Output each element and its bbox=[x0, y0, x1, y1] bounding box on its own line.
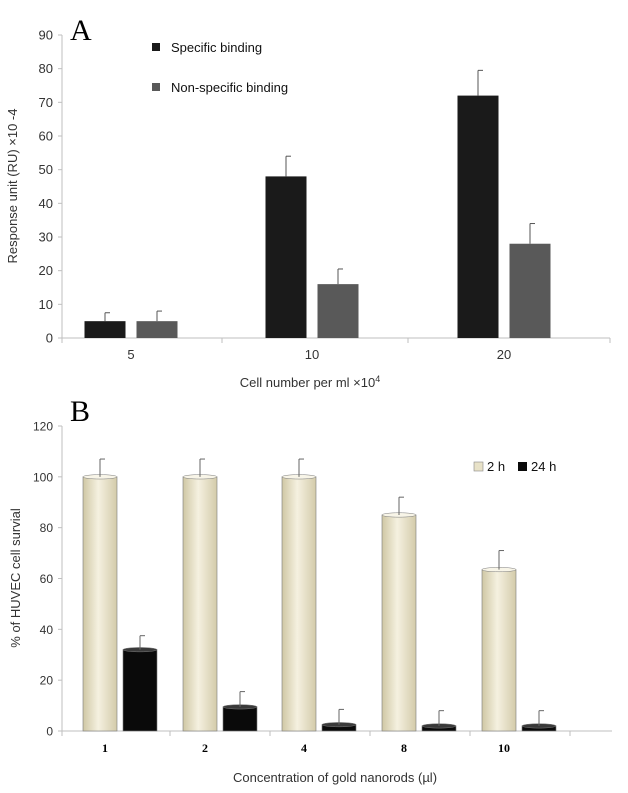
y-tick-label: 90 bbox=[39, 28, 53, 43]
panel-b-legend: 2 h 24 h bbox=[473, 459, 556, 474]
x-tick-label-5: 5 bbox=[127, 347, 134, 362]
bar-2-h-4 bbox=[281, 476, 317, 732]
panel-a: A 0 10 20 30 40 50 60 70 80 90 5 10 20 Response uni… bbox=[5, 14, 611, 390]
bar-specific-binding-5 bbox=[84, 321, 126, 338]
bar-2-h-8 bbox=[381, 514, 417, 732]
bar-2-h-1 bbox=[82, 476, 118, 732]
legend-swatch-non-specific-binding bbox=[152, 83, 160, 91]
y-tick-label: 40 bbox=[40, 623, 54, 637]
x-tick-label-10: 10 bbox=[305, 347, 319, 362]
panel-b-x-axis-title: Concentration of gold nanorods (µl) bbox=[233, 770, 437, 785]
y-tick-label: 20 bbox=[40, 674, 54, 688]
legend-swatch-24h bbox=[518, 462, 527, 471]
y-tick-label: 0 bbox=[46, 725, 53, 739]
legend-swatch-2h bbox=[473, 461, 484, 472]
x-tick-label-4: 4 bbox=[301, 741, 307, 755]
y-tick-label: 120 bbox=[33, 420, 53, 434]
panel-a-letter: A bbox=[70, 14, 92, 47]
x-tick-label-8: 8 bbox=[401, 741, 407, 755]
x-tick-label-1: 1 bbox=[102, 741, 108, 755]
y-tick-label: 100 bbox=[33, 470, 53, 484]
panel-a-y-axis-title: Response unit (RU) ×10 -4 bbox=[5, 109, 20, 264]
y-tick-label: 50 bbox=[39, 162, 53, 177]
panel-b-letter: B bbox=[70, 395, 90, 428]
y-tick-label: 0 bbox=[46, 331, 53, 346]
panel-a-legend: Specific binding Non-specific binding bbox=[152, 40, 288, 95]
bar-24-h-2 bbox=[222, 706, 258, 732]
panel-b-y-axis-title: % of HUVEC cell survial bbox=[8, 508, 23, 648]
y-tick-label: 80 bbox=[40, 521, 54, 535]
legend-label-non-specific-binding: Non-specific binding bbox=[171, 80, 288, 95]
x-tick-label-20: 20 bbox=[497, 347, 511, 362]
x-tick-label-2: 2 bbox=[202, 741, 208, 755]
bar-specific-binding-10 bbox=[265, 176, 307, 338]
panel-b: B 0 20 40 60 80 100 120 1 2 4 8 10 % of HUVEC cell… bbox=[8, 395, 612, 785]
y-tick-label: 20 bbox=[39, 263, 53, 278]
y-tick-label: 80 bbox=[39, 61, 53, 76]
bar-non-specific-binding-10 bbox=[317, 284, 359, 338]
y-tick-label: 40 bbox=[39, 196, 53, 211]
legend-label-specific-binding: Specific binding bbox=[171, 40, 262, 55]
bar-specific-binding-20 bbox=[457, 95, 499, 338]
y-tick-label: 30 bbox=[39, 230, 53, 245]
bar-non-specific-binding-5 bbox=[136, 321, 178, 338]
y-tick-label: 70 bbox=[39, 95, 53, 110]
bar-2-h-10 bbox=[481, 569, 517, 732]
bar-non-specific-binding-20 bbox=[509, 243, 551, 338]
legend-label-24h: 24 h bbox=[531, 459, 556, 474]
legend-label-2h: 2 h bbox=[487, 459, 505, 474]
bar-2-h-2 bbox=[182, 476, 218, 732]
legend-swatch-specific-binding bbox=[152, 43, 160, 51]
x-tick-label-10: 10 bbox=[498, 741, 510, 755]
bar-24-h-1 bbox=[122, 649, 158, 732]
y-tick-label: 60 bbox=[40, 572, 54, 586]
y-tick-label: 10 bbox=[39, 297, 53, 312]
panel-a-x-axis-title: Cell number per ml ×104 bbox=[240, 374, 381, 390]
y-tick-label: 60 bbox=[39, 129, 53, 144]
